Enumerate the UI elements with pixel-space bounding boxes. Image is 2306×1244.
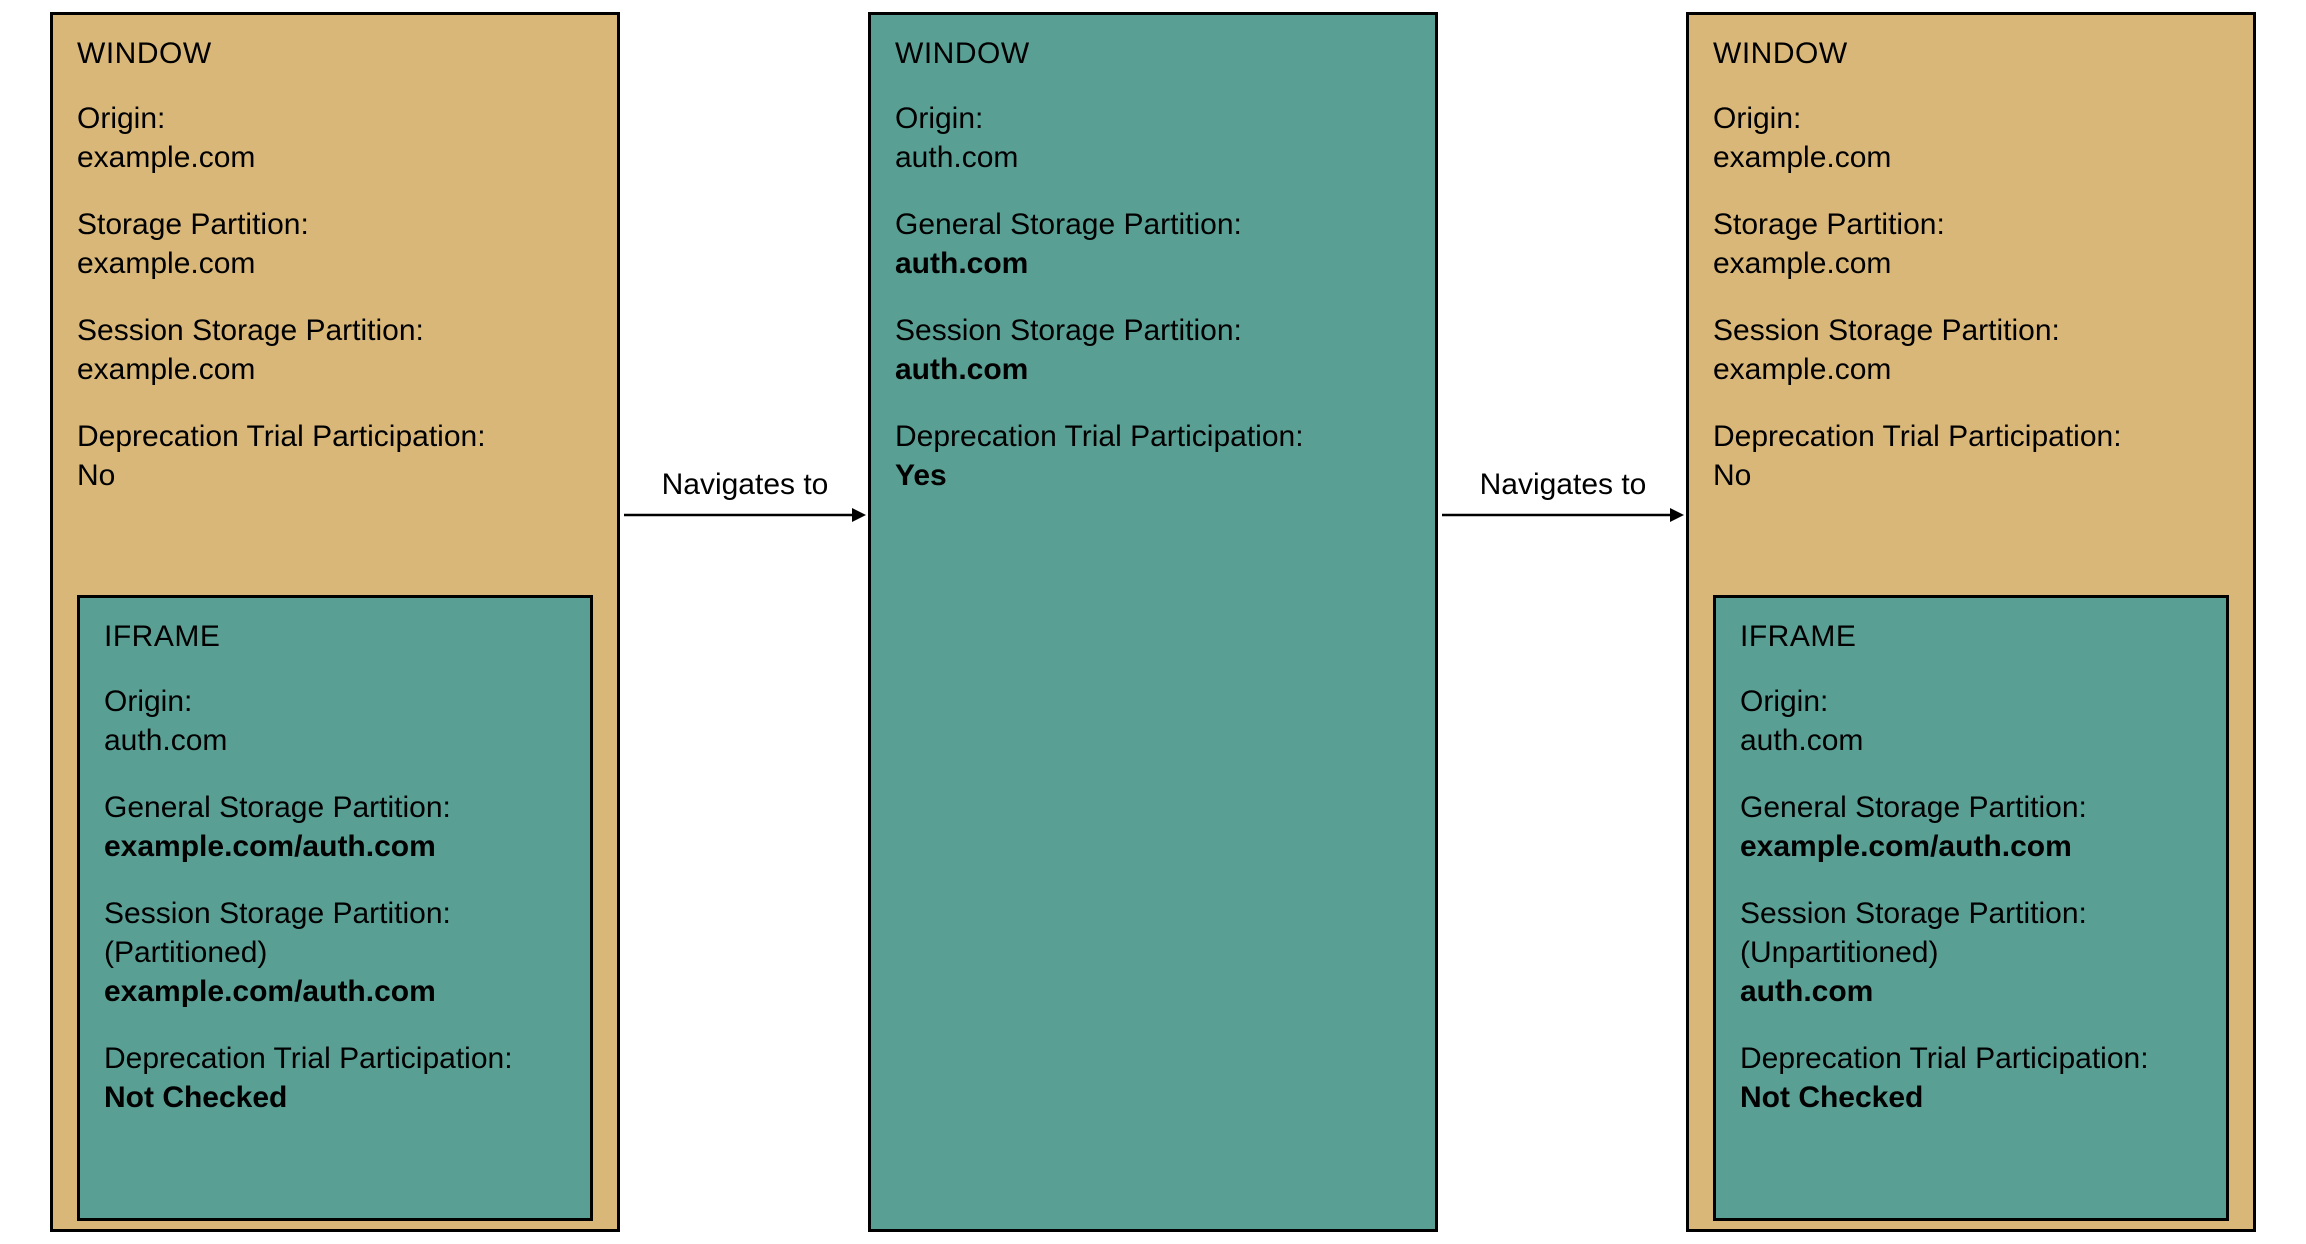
field-label: Storage Partition:	[1713, 205, 2229, 244]
field-value: auth.com	[895, 350, 1411, 389]
field-value: example.com	[77, 244, 593, 283]
field-label: Storage Partition:	[77, 205, 593, 244]
field-value: auth.com	[1740, 972, 2202, 1011]
field-value: auth.com	[104, 721, 566, 760]
iframe-panel-1: IFRAME Origin: auth.com General Storage …	[77, 595, 593, 1221]
iframe-title: IFRAME	[104, 620, 566, 654]
field-deprecation: Deprecation Trial Participation: Not Che…	[104, 1039, 566, 1117]
field-label: Session Storage Partition:	[1713, 311, 2229, 350]
field-label: General Storage Partition:	[895, 205, 1411, 244]
field-deprecation: Deprecation Trial Participation: Yes	[895, 417, 1411, 495]
field-origin: Origin: example.com	[1713, 99, 2229, 177]
field-value: auth.com	[895, 244, 1411, 283]
field-deprecation: Deprecation Trial Participation: No	[1713, 417, 2229, 495]
field-general-storage-partition: General Storage Partition: auth.com	[895, 205, 1411, 283]
window-panel-1: WINDOW Origin: example.com Storage Parti…	[50, 12, 620, 1232]
field-session-storage-partition: Session Storage Partition: auth.com	[895, 311, 1411, 389]
field-value: example.com/auth.com	[104, 972, 566, 1011]
iframe-panel-3: IFRAME Origin: auth.com General Storage …	[1713, 595, 2229, 1221]
field-value: example.com/auth.com	[104, 827, 566, 866]
field-label: General Storage Partition:	[104, 788, 566, 827]
field-value: auth.com	[1740, 721, 2202, 760]
iframe-title: IFRAME	[1740, 620, 2202, 654]
field-value: example.com	[77, 138, 593, 177]
field-session-storage-unpartitioned: Session Storage Partition: (Unpartitione…	[1740, 894, 2202, 1011]
panel-title: WINDOW	[1713, 37, 2229, 71]
field-value: example.com	[77, 350, 593, 389]
field-label: Deprecation Trial Participation:	[1740, 1039, 2202, 1078]
field-value: Yes	[895, 456, 1411, 495]
field-general-storage-partition: General Storage Partition: example.com/a…	[104, 788, 566, 866]
field-value: example.com	[1713, 244, 2229, 283]
field-label: Origin:	[1740, 682, 2202, 721]
field-label: Session Storage Partition:	[77, 311, 593, 350]
field-storage-partition: Storage Partition: example.com	[77, 205, 593, 283]
field-general-storage-partition: General Storage Partition: example.com/a…	[1740, 788, 2202, 866]
field-label: Deprecation Trial Participation:	[77, 417, 593, 456]
field-value: example.com/auth.com	[1740, 827, 2202, 866]
field-value: example.com	[1713, 350, 2229, 389]
panel-title: WINDOW	[895, 37, 1411, 71]
field-origin: Origin: auth.com	[104, 682, 566, 760]
field-label: General Storage Partition:	[1740, 788, 2202, 827]
field-label: Origin:	[1713, 99, 2229, 138]
field-value: No	[77, 456, 593, 495]
field-deprecation: Deprecation Trial Participation: Not Che…	[1740, 1039, 2202, 1117]
field-origin: Origin: auth.com	[895, 99, 1411, 177]
arrow-1	[620, 500, 868, 530]
arrow-label-1: Navigates to	[640, 468, 850, 502]
arrow-label-2: Navigates to	[1458, 468, 1668, 502]
field-label: Origin:	[77, 99, 593, 138]
field-value: Not Checked	[1740, 1078, 2202, 1117]
field-label: Session Storage Partition:	[895, 311, 1411, 350]
field-label: Deprecation Trial Participation:	[895, 417, 1411, 456]
diagram-canvas: WINDOW Origin: example.com Storage Parti…	[0, 0, 2306, 1244]
field-storage-partition: Storage Partition: example.com	[1713, 205, 2229, 283]
window-panel-2: WINDOW Origin: auth.com General Storage …	[868, 12, 1438, 1232]
field-label: Session Storage Partition: (Partitioned)	[104, 894, 566, 972]
field-label: Deprecation Trial Participation:	[104, 1039, 566, 1078]
field-deprecation: Deprecation Trial Participation: No	[77, 417, 593, 495]
field-session-storage-partition: Session Storage Partition: example.com	[1713, 311, 2229, 389]
field-origin: Origin: auth.com	[1740, 682, 2202, 760]
panel-title: WINDOW	[77, 37, 593, 71]
field-session-storage-partition: Session Storage Partition: example.com	[77, 311, 593, 389]
field-value: auth.com	[895, 138, 1411, 177]
field-value: No	[1713, 456, 2229, 495]
field-session-storage-partitioned: Session Storage Partition: (Partitioned)…	[104, 894, 566, 1011]
field-label: Origin:	[104, 682, 566, 721]
field-origin: Origin: example.com	[77, 99, 593, 177]
window-panel-3: WINDOW Origin: example.com Storage Parti…	[1686, 12, 2256, 1232]
arrow-2	[1438, 500, 1686, 530]
field-label: Origin:	[895, 99, 1411, 138]
field-value: example.com	[1713, 138, 2229, 177]
field-value: Not Checked	[104, 1078, 566, 1117]
field-label: Deprecation Trial Participation:	[1713, 417, 2229, 456]
field-label: Session Storage Partition: (Unpartitione…	[1740, 894, 2202, 972]
